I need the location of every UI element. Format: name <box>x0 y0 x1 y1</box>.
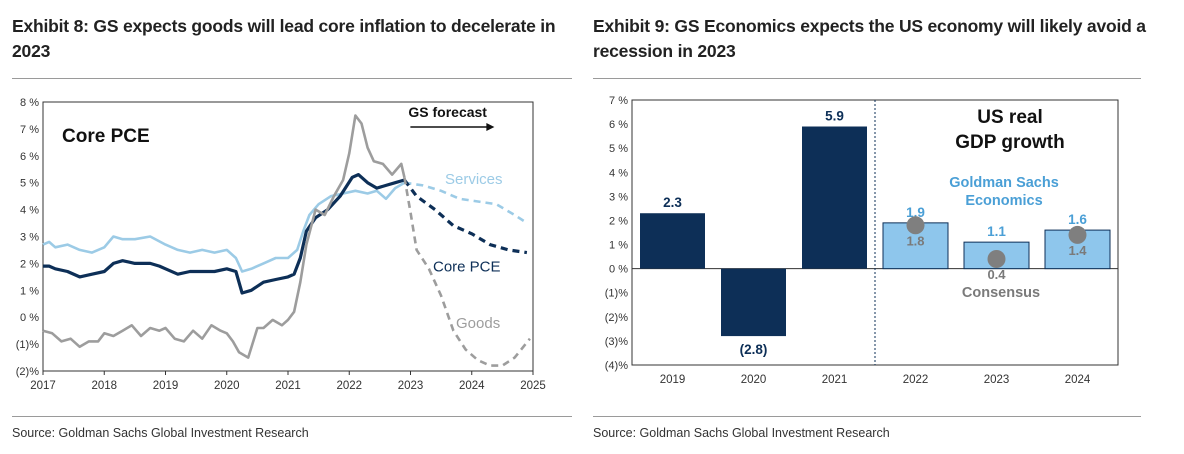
bar-label-2020: (2.8) <box>740 342 768 357</box>
goods-series-line <box>42 114 406 359</box>
chart-title-line: US real <box>977 107 1042 128</box>
consensus-marker-2024 <box>1068 225 1087 244</box>
y-tick-label: 5 % <box>609 143 628 155</box>
goods-forecast-line <box>403 177 531 367</box>
exhibit-8-panel: Exhibit 8: GS expects goods will lead co… <box>0 0 575 454</box>
chart-title-core-pce: Core PCE <box>62 126 150 147</box>
x-tick-label: 2023 <box>984 374 1010 386</box>
y-tick-label: (2)% <box>16 366 39 378</box>
bar-actual-2020 <box>721 268 786 337</box>
y-tick-label: 4 % <box>609 167 628 179</box>
exhibit-8-title: Exhibit 8: GS expects goods will lead co… <box>12 16 556 61</box>
x-tick-label: 2024 <box>459 380 485 392</box>
y-tick-label: 4 % <box>20 205 39 217</box>
y-tick-label: 1 % <box>20 285 39 297</box>
x-tick-label: 2019 <box>660 374 686 386</box>
exhibit-9-bottom-rule <box>593 416 1141 417</box>
y-tick-label: (2)% <box>605 312 628 324</box>
x-tick-label: 2025 <box>520 380 546 392</box>
goods-series-label: Goods <box>456 315 500 332</box>
gs-forecast-label: GS forecast <box>408 104 487 120</box>
x-tick-label: 2024 <box>1065 374 1091 386</box>
y-tick-label: 5 % <box>20 178 39 190</box>
y-tick-label: 0 % <box>20 312 39 324</box>
gs-economics-legend-line: Goldman Sachs <box>949 175 1059 191</box>
x-tick-label: 2021 <box>822 374 848 386</box>
core-pce-series-line <box>43 173 405 295</box>
consensus-legend: Consensus <box>962 285 1040 301</box>
core-pce-line-chart: (2)% (1)% 0 % 1 % 2 % 3 % 4 % 5 % 6 % 7 % 8 % 2017 2… <box>16 97 546 392</box>
exhibit-9-title: Exhibit 9: GS Economics expects the US e… <box>593 16 1146 61</box>
consensus-marker-2023 <box>987 250 1006 268</box>
exhibit-9-top-rule <box>593 78 1141 79</box>
gs-forecast-arrowhead <box>486 123 495 131</box>
services-series-line <box>42 181 406 273</box>
x-tick-label: 2023 <box>398 380 424 392</box>
y-tick-label: 3 % <box>20 232 39 244</box>
y-tick-label: 2 % <box>609 215 628 227</box>
bar-actual-2021 <box>802 126 867 269</box>
x-tick-label: 2019 <box>153 380 179 392</box>
exhibit-9-panel: Exhibit 9: GS Economics expects the US e… <box>585 0 1184 454</box>
x-tick-label: 2020 <box>741 374 767 386</box>
consensus-label-2023: 0.4 <box>987 267 1006 282</box>
consensus-label-2024: 1.4 <box>1068 243 1087 258</box>
gs-value-label-2022: 1.9 <box>906 205 925 220</box>
y-tick-label: 2 % <box>20 258 39 270</box>
y-tick-label: (4)% <box>605 360 628 372</box>
bar-label-2021: 5.9 <box>825 109 844 124</box>
bar-label-2019: 2.3 <box>663 195 682 210</box>
x-tick-label: 2018 <box>91 380 117 392</box>
x-tick-label: 2022 <box>336 380 362 392</box>
x-tick-label: 2017 <box>30 380 56 392</box>
x-tick-label: 2021 <box>275 380 301 392</box>
y-tick-label: 7 % <box>20 124 39 136</box>
services-forecast-line <box>404 181 528 225</box>
gs-economics-legend-line: Economics <box>965 193 1042 209</box>
y-tick-label: 6 % <box>609 119 628 131</box>
y-tick-label: (1)% <box>16 339 39 351</box>
y-tick-label: 1 % <box>609 240 628 252</box>
chart-title-line: GDP growth <box>955 132 1064 153</box>
core-pce-forecast-line <box>403 179 528 255</box>
exhibit-9-source: Source: Goldman Sachs Global Investment … <box>593 426 890 440</box>
y-tick-label: (1)% <box>605 288 628 300</box>
consensus-label-2022: 1.8 <box>906 233 924 248</box>
x-tick-label: 2022 <box>903 374 929 386</box>
y-tick-label: 3 % <box>609 191 628 203</box>
bar-actual-2019 <box>640 213 705 269</box>
gs-value-label-2023: 1.1 <box>987 224 1006 239</box>
core-pce-series-label: Core PCE <box>433 258 501 275</box>
exhibit-8-bottom-rule <box>12 416 572 417</box>
consensus-marker-2022 <box>906 216 925 235</box>
y-tick-label: 6 % <box>20 151 39 163</box>
gs-value-label-2024: 1.6 <box>1068 212 1087 227</box>
services-series-label: Services <box>445 171 503 188</box>
y-tick-label: 8 % <box>20 97 39 109</box>
gdp-growth-bar-chart: (4)% (3)% (2)% (1)% 0 % 1 % 2 % 3 % 4 % 5 % 6 % 7 %… <box>605 95 1119 386</box>
y-tick-label: (3)% <box>605 336 628 348</box>
y-tick-label: 7 % <box>609 95 628 107</box>
x-tick-label: 2020 <box>214 380 240 392</box>
exhibit-8-source: Source: Goldman Sachs Global Investment … <box>12 426 309 440</box>
y-tick-label: 0 % <box>609 264 628 276</box>
exhibit-8-top-rule <box>12 78 572 79</box>
